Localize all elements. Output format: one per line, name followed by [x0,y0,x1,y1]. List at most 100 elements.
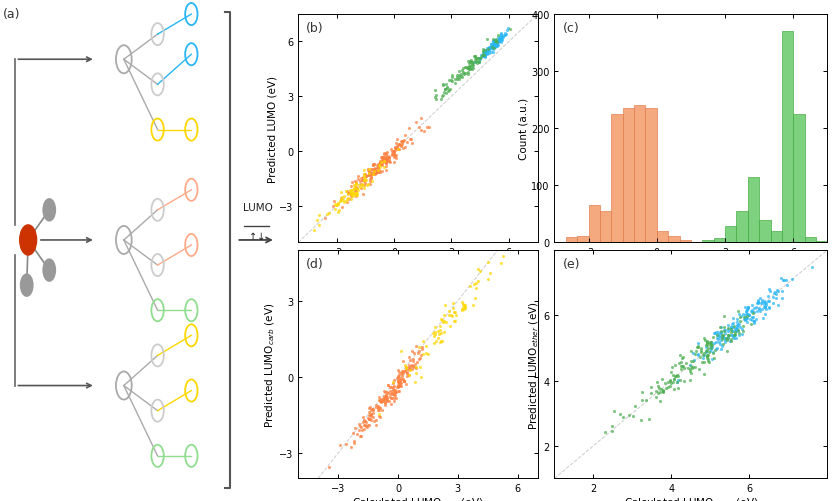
Point [486,39,500,47]
Point [349,192,362,200]
Point [392,378,406,386]
Point [742,304,755,312]
Point [392,378,406,386]
Point [471,278,485,286]
Point [357,177,370,185]
Point [391,144,404,152]
Point [747,319,760,327]
Point [675,354,689,362]
Point [761,297,774,305]
Point [359,179,372,187]
Point [785,275,799,283]
Point [454,73,468,81]
Point [433,322,447,330]
Point [703,339,717,347]
Y-axis label: Predicted LUMO (eV): Predicted LUMO (eV) [267,76,277,182]
Point [402,353,416,361]
Point [488,39,501,47]
Point [373,163,386,171]
Point [380,163,393,171]
Point [360,422,373,430]
Point [470,58,484,66]
Point [406,139,419,147]
Point [490,38,503,46]
Point [396,368,410,376]
Point [358,177,371,185]
Point [470,60,483,68]
Point [346,429,360,437]
Bar [759,220,770,243]
Point [691,350,705,358]
Point [462,66,475,74]
Point [478,47,491,55]
Point [371,168,385,176]
Point [363,421,376,429]
Point [375,161,388,169]
Point [487,41,501,49]
Point [487,41,501,49]
Point [711,335,724,343]
Point [654,388,667,396]
Point [377,158,391,166]
Point [489,40,502,48]
Point [392,140,406,148]
Point [476,53,490,61]
Point [340,188,354,196]
Point [465,61,479,69]
Point [400,365,413,373]
Point [463,66,476,74]
Point [465,59,479,67]
Point [383,383,396,391]
Point [701,355,715,363]
Point [350,185,364,193]
Point [358,177,371,185]
Point [495,33,508,41]
Point [391,366,405,374]
Point [372,163,386,171]
Point [491,39,504,47]
Point [396,144,410,152]
Point [669,361,682,369]
Point [739,314,753,322]
Point [383,154,396,162]
Point [378,163,391,171]
Point [736,323,749,331]
Point [740,306,753,314]
Point [354,423,368,431]
Point [758,298,771,306]
Point [700,339,713,347]
Point [386,379,399,387]
Point [368,160,381,168]
Point [655,375,669,383]
Point [373,166,386,174]
Point [349,184,363,192]
Point [333,206,346,214]
Point [721,335,734,343]
Point [419,342,433,350]
Point [747,318,760,326]
Point [721,331,734,339]
Point [456,69,470,77]
Point [366,406,380,414]
Point [746,310,759,318]
Point [759,303,772,311]
Point [757,301,770,309]
Point [372,403,386,411]
Point [662,379,675,387]
Point [447,308,460,316]
Point [726,321,739,329]
Point [492,38,506,46]
Point [370,169,383,177]
Point [465,63,479,71]
Point [486,43,499,51]
Point [740,319,753,327]
Point [691,339,705,347]
Point [779,277,792,285]
Point [455,67,469,75]
Point [477,53,491,61]
Point [468,59,481,67]
Point [722,326,735,334]
Point [725,329,738,337]
Point [758,303,771,311]
Point [441,88,454,96]
